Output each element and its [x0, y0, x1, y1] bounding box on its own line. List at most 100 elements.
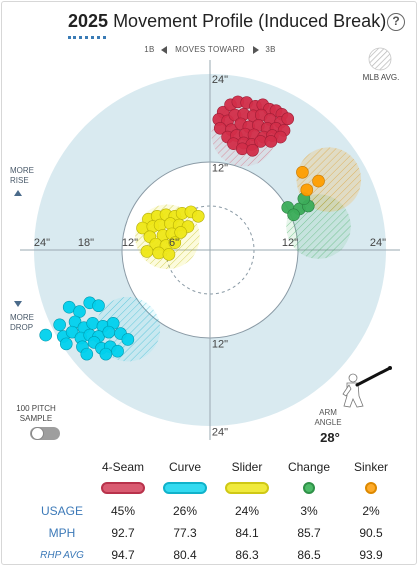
- pitch-toggle-4seam[interactable]: [101, 481, 145, 494]
- mlb-avg-label: MLB AVG.: [362, 73, 400, 82]
- ring-label-left: 12": [122, 237, 138, 249]
- more-drop-line1: MORE: [10, 313, 34, 322]
- arrow-down-icon: [14, 301, 22, 307]
- pitch-toggle-sinker[interactable]: [365, 481, 377, 494]
- table-cell: 26%: [172, 504, 198, 518]
- table-cell: 86.5: [297, 548, 321, 562]
- page-title: 2025 Movement Profile (Induced Break): [68, 11, 386, 32]
- table-row: USAGE 45% 26% 24% 3% 2%: [32, 500, 402, 522]
- ring-label-right: 12": [282, 237, 298, 249]
- pitch-point-curve: [111, 344, 124, 358]
- more-rise-line2: RISE: [10, 176, 29, 185]
- swatch-cell: [92, 478, 154, 500]
- table-cell: 77.3: [173, 526, 197, 540]
- more-rise-line1: MORE: [10, 166, 34, 175]
- row-label: MPH: [48, 526, 76, 540]
- pitcher-silhouette-icon: [342, 366, 392, 408]
- arrow-right-icon: [253, 45, 260, 54]
- table-cell: 84.1: [235, 526, 259, 540]
- sample-label-line1: 100 PITCH: [16, 404, 56, 413]
- table-cell: 94.7: [111, 548, 135, 562]
- sample-label: 100 PITCH SAMPLE: [6, 404, 66, 424]
- pitch-point-curve: [92, 299, 105, 313]
- help-icon[interactable]: ?: [387, 13, 405, 31]
- row-label: USAGE: [40, 504, 83, 518]
- arrow-up-icon: [14, 190, 22, 196]
- direction-indicator: 1B MOVES TOWARD 3B: [0, 45, 420, 54]
- direction-right-label: 3B: [265, 45, 276, 54]
- ring-label-bottom-24: 24": [212, 427, 228, 439]
- pitch-point-4-seam: [281, 112, 295, 126]
- pitch-toggle-slider[interactable]: [225, 481, 269, 494]
- pitch-point-curve: [53, 318, 66, 332]
- ring-label-left: 18": [78, 237, 94, 249]
- pitch-point-slider: [140, 245, 154, 258]
- swatch-cell: [216, 478, 278, 500]
- swatch-cell: [340, 478, 402, 500]
- pitch-toggle-change[interactable]: [303, 481, 315, 494]
- table-cell: 86.3: [235, 548, 259, 562]
- arrow-left-icon: [160, 45, 167, 54]
- toggle-knob: [31, 427, 44, 440]
- more-drop-line2: DROP: [10, 323, 34, 332]
- title-text: Movement Profile (Induced Break): [113, 11, 387, 31]
- table-swatch-row: [32, 478, 402, 500]
- title-year[interactable]: 2025: [68, 11, 109, 31]
- mlb-avg-hatch-icon: [368, 47, 392, 71]
- pitch-point-curve: [102, 325, 116, 339]
- more-drop-label: MORE DROP: [10, 300, 34, 333]
- pitch-point-change: [287, 208, 300, 222]
- header-spacer: [32, 456, 92, 478]
- arm-angle-label-line2: ANGLE: [314, 418, 342, 427]
- table-row: RHP AVG 94.7 80.4 86.3 86.5 93.9: [32, 544, 402, 566]
- arm-angle-value: 28°: [320, 430, 340, 445]
- row-label: RHP AVG: [40, 549, 84, 561]
- swatch-spacer: [32, 478, 92, 500]
- pitch-point-slider: [174, 226, 187, 239]
- pitch-point-slider: [168, 236, 182, 249]
- more-rise-label: MORE RISE: [10, 166, 34, 199]
- column-header: 4-Seam: [101, 460, 145, 474]
- pitch-point-4-seam: [246, 143, 259, 157]
- year-dropdown-indicator: [68, 36, 106, 39]
- sample-label-line2: SAMPLE: [19, 414, 53, 423]
- ring-label-left: 6": [169, 237, 179, 249]
- ring-label-left: 24": [34, 237, 50, 249]
- column-header: Curve: [168, 460, 201, 474]
- sample-toggle[interactable]: [30, 427, 60, 440]
- column-header: Slider: [231, 460, 263, 474]
- pitch-point-slider: [162, 248, 176, 261]
- table-cell: 92.7: [111, 526, 135, 540]
- pitch-point-slider: [191, 209, 205, 223]
- pitch-point-sinker: [312, 174, 325, 188]
- ring-label-top-24: 24": [212, 74, 228, 86]
- table-header-row: 4-Seam Curve Slider Change Sinker: [32, 456, 402, 478]
- pitch-point-curve: [80, 347, 94, 361]
- pitch-point-curve: [121, 333, 135, 346]
- table-cell: 93.9: [359, 548, 383, 562]
- arm-angle-label-line1: ARM: [319, 408, 337, 417]
- table-cell: 3%: [300, 504, 318, 518]
- column-header: Change: [287, 460, 331, 474]
- movement-chart: 24" 12" 12" 24" 24" 18" 12" 6" 12" 24": [20, 60, 400, 440]
- table-cell: 80.4: [173, 548, 197, 562]
- table-cell: 2%: [362, 504, 380, 518]
- mlb-avg-sinker: [296, 147, 362, 212]
- pitch-point-curve: [99, 347, 113, 361]
- pitch-point-curve: [65, 325, 79, 339]
- pitch-point-sinker: [300, 183, 314, 197]
- table-cell: 24%: [234, 504, 260, 518]
- table-cell: 90.5: [359, 526, 383, 540]
- pitch-point-curve: [39, 328, 53, 342]
- pitch-toggle-curve[interactable]: [163, 481, 207, 494]
- ring-label-bottom-12: 12": [212, 339, 228, 351]
- swatch-cell: [278, 478, 340, 500]
- table-cell: 45%: [110, 504, 136, 518]
- direction-middle-label: MOVES TOWARD: [175, 45, 245, 54]
- pitch-stats-table: 4-Seam Curve Slider Change Sinker USAGE …: [32, 456, 402, 566]
- pitch-point-4-seam: [264, 135, 278, 148]
- table-cell: 85.7: [297, 526, 321, 540]
- ring-label-right: 24": [370, 237, 386, 249]
- arm-angle-label: ARM ANGLE: [310, 408, 346, 428]
